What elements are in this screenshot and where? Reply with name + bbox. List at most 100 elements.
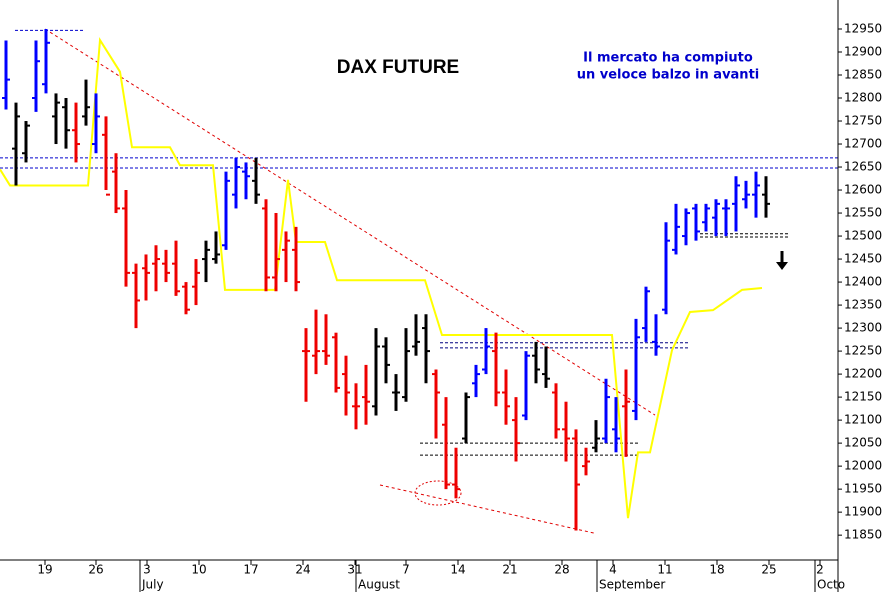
x-tick-label: 25 (761, 563, 776, 577)
x-tick-label: 3 (143, 563, 151, 577)
ohlc-bar (202, 240, 210, 283)
x-tick-label: 26 (88, 563, 103, 577)
down-arrow (776, 251, 788, 270)
ohlc-bar (422, 314, 430, 384)
y-tick-label: 12700 (844, 137, 882, 151)
ohlc-bar (32, 40, 40, 112)
ohlc-bar (662, 222, 670, 315)
ohlc-bar (682, 208, 690, 246)
ohlc-bar (582, 447, 590, 476)
y-tick-label: 12650 (844, 160, 882, 174)
ohlc-bar (752, 171, 760, 218)
ohlc-bar (2, 40, 10, 110)
x-tick-label: 4 (609, 563, 617, 577)
ohlc-bar (72, 102, 80, 163)
x-tick-label: 18 (709, 563, 724, 577)
ohlc-bar (652, 314, 660, 356)
ohlc-bar (762, 176, 770, 218)
y-tick-label: 12150 (844, 390, 882, 404)
month-label: September (599, 578, 665, 592)
ohlc-bar (292, 226, 300, 292)
ohlc-bar (442, 397, 450, 490)
ohlc-bar (512, 397, 520, 462)
ohlc-bar (252, 157, 260, 204)
ohlc-bar (622, 369, 630, 457)
ohlc-bar (92, 93, 100, 154)
month-label: July (141, 578, 164, 592)
y-tick-label: 12500 (844, 229, 882, 243)
ohlc-bar (602, 378, 610, 444)
ohlc-bar (732, 176, 740, 232)
ohlc-bar (222, 171, 230, 250)
y-tick-label: 12850 (844, 68, 882, 82)
y-tick-label: 11900 (844, 505, 882, 519)
ohlc-bar (562, 401, 570, 462)
y-tick-label: 12350 (844, 298, 882, 312)
ohlc-bar (612, 397, 620, 453)
ohlc-bar (162, 249, 170, 283)
ohlc-bar (212, 231, 220, 264)
y-tick-label: 12100 (844, 413, 882, 427)
x-tick-label: 24 (295, 563, 310, 577)
ohlc-bar (532, 341, 540, 384)
ohlc-bar (692, 203, 700, 241)
ohlc-bar (322, 314, 330, 365)
ohlc-bar (542, 346, 550, 388)
x-tick-label: 7 (402, 563, 410, 577)
y-tick-label: 12050 (844, 436, 882, 450)
ohlc-bar (332, 332, 340, 393)
ohlc-bar (412, 314, 420, 356)
highlight-ellipse (414, 480, 462, 506)
marks (0, 28, 838, 534)
ohlc-bar (712, 199, 720, 237)
x-tick-label: 14 (450, 563, 465, 577)
ohlc-bar (22, 121, 30, 163)
ohlc-bar (272, 213, 280, 292)
ohlc-bar (302, 328, 310, 402)
y-tick-label: 12750 (844, 114, 882, 128)
month-label: August (358, 578, 400, 592)
y-tick-label: 12950 (844, 21, 882, 35)
ohlc-bar (372, 328, 380, 416)
ohlc-bar (122, 190, 130, 287)
ohlc-bar (152, 245, 160, 292)
x-tick-label: 19 (37, 563, 52, 577)
ohlc-bar (462, 392, 470, 444)
y-tick-label: 12800 (844, 91, 882, 105)
ohlc-bar (672, 203, 680, 255)
y-tick-label: 11850 (844, 528, 882, 542)
y-tick-label: 12300 (844, 321, 882, 335)
ohlc-bar (382, 337, 390, 384)
y-tick-label: 12200 (844, 367, 882, 381)
ohlc-bar (182, 282, 190, 315)
ohlc-bar (352, 383, 360, 430)
y-tick-label: 12250 (844, 344, 882, 358)
ohlc-bar (102, 116, 110, 196)
ohlc-bar (12, 102, 20, 186)
x-tick-label: 28 (554, 563, 569, 577)
ohlc-bar (52, 93, 60, 145)
ohlc-bar (172, 240, 180, 296)
y-tick-label: 12550 (844, 206, 882, 220)
ohlc-bar (312, 309, 320, 375)
ohlc-bar (632, 318, 640, 421)
ohlc-bar (362, 364, 370, 425)
annotation: un veloce balzo in avanti (577, 68, 760, 83)
ohlc-bar (62, 98, 70, 149)
y-tick-label: 12400 (844, 275, 882, 289)
ohlc-bar (572, 429, 580, 531)
ohlc-bar (142, 254, 150, 301)
x-tick-label: 21 (502, 563, 517, 577)
ohlc-bar (432, 369, 440, 439)
ohlc-bar (392, 374, 400, 411)
ohlc-bar (192, 259, 200, 306)
ohlc-bar (342, 355, 350, 416)
ohlc-bar (82, 79, 90, 126)
ohlc-bar (262, 199, 270, 292)
ohlc-bar (492, 332, 500, 407)
annotation: Il mercato ha compiuto (583, 51, 753, 66)
ohlc-bar (482, 328, 490, 375)
x-tick-label: 31 (347, 563, 362, 577)
ohlc-bar (502, 369, 510, 425)
